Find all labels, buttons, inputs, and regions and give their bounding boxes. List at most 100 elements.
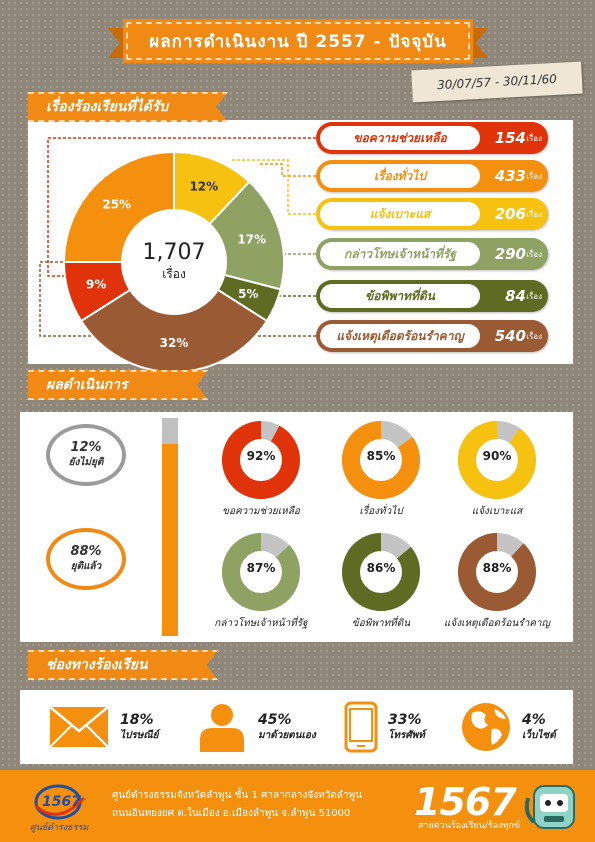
channel-label: มาด้วยตนเอง: [258, 729, 316, 741]
ring-percent: 85%: [366, 449, 396, 463]
channel-website: 4% เว็บไซต์: [460, 700, 556, 754]
footer: [0, 770, 595, 842]
footer-address-line2: ถนนอินทยงยศ ต.ในเมือง อ.เมืองลำพูน จ.ลำพ…: [112, 808, 351, 819]
donut-center: 1,707 เรื่อง: [121, 209, 227, 315]
hotline-tagline: สายด่วนร้องเรียน/ร้องทุกข์: [418, 821, 521, 831]
category-unit: เรื่อง: [526, 134, 542, 143]
footer-address-line1: ศูนย์ดำรงธรรมจังหวัดลำพูน ชั้น 1 ศาลากลา…: [112, 790, 362, 801]
channel-percent: 33%: [388, 711, 422, 728]
category-name: กล่าวโทษเจ้าหน้าที่รัฐ: [320, 242, 480, 266]
channel-percent: 4%: [522, 711, 546, 728]
ring-label: กล่าวโทษเจ้าหน้าที่รัฐ: [214, 618, 308, 629]
ring-fill: [342, 421, 420, 499]
channel-mail: 18% ไปรษณีย์: [48, 700, 158, 754]
person-icon: [200, 704, 244, 752]
connector-help: [47, 137, 316, 277]
category-pill: ข้อพิพาทที่ดิน 84 เรื่อง: [316, 280, 548, 312]
category-name: แจ้งเบาะแส: [320, 202, 480, 226]
category-pill: แจ้งเหตุเดือดร้อนรำคาญ 540 เรื่อง: [316, 320, 548, 352]
channel-walkin: 45% มาด้วยตนเอง: [196, 700, 316, 754]
mail-icon: [49, 706, 109, 748]
category-count: 540: [494, 327, 526, 345]
connector-general: [260, 163, 316, 177]
channel-percent: 45%: [258, 711, 292, 728]
donut-slice: [79, 288, 269, 373]
ring-label: ขอความช่วยเหลือ: [222, 506, 300, 517]
section-results-heading: ผลดำเนินการ: [28, 370, 208, 400]
connector-tipoff: [230, 159, 316, 215]
category-donut-chart: 12% 17% 5% 32% 9% 25%: [62, 150, 285, 373]
result-ring: 88% แจ้งเหตุเดือดร้อนรำคาญ: [442, 532, 552, 631]
title-banner: ผลการดำเนินงาน ปี 2557 - ปัจจุบัน: [108, 14, 488, 68]
result-ring: 85% เรื่องทั่วไป: [326, 420, 436, 519]
total-unit: เรื่อง: [162, 267, 186, 281]
logo-number: 1567: [42, 794, 81, 810]
category-pill: ขอความช่วยเหลือ 154 เรื่อง: [316, 122, 548, 154]
category-unit: เรื่อง: [526, 250, 542, 259]
page-title: ผลการดำเนินงาน ปี 2557 - ปัจจุบัน: [123, 19, 473, 63]
done-bubble: 88% ยุติแล้ว: [46, 528, 126, 590]
ring-label: เรื่องทั่วไป: [359, 506, 403, 517]
logo-caption: ศูนย์ดำรงธรรม: [30, 822, 89, 833]
ring-percent: 90%: [482, 449, 512, 463]
section-channels-heading: ช่องทางร้องเรียน: [28, 650, 218, 680]
channel-label: ไปรษณีย์: [120, 729, 159, 741]
donut-slice-label: 32%: [160, 336, 189, 350]
ring-percent: 86%: [366, 561, 396, 575]
category-name: ขอความช่วยเหลือ: [320, 126, 480, 150]
ring-fill: [222, 421, 300, 499]
result-ring: 86% ข้อพิพาทที่ดิน: [326, 532, 436, 631]
ring-fill: [222, 533, 300, 611]
result-ring-chart: [342, 533, 420, 611]
ring-percent: 88%: [482, 561, 512, 575]
result-ring: 87% กล่าวโทษเจ้าหน้าที่รัฐ: [206, 532, 316, 631]
result-ring-chart: [222, 533, 300, 611]
category-count: 206: [494, 205, 526, 223]
result-ring: 90% แจ้งเบาะแส: [442, 420, 552, 519]
category-pill: กล่าวโทษเจ้าหน้าที่รัฐ 290 เรื่อง: [316, 238, 548, 270]
globe-icon: [462, 703, 510, 751]
ring-fill: [458, 421, 536, 499]
phone-mascot-icon: [524, 785, 575, 829]
category-pill: แจ้งเบาะแส 206 เรื่อง: [316, 198, 548, 230]
channel-label: เว็บไซต์: [522, 729, 556, 741]
result-ring-chart: [458, 421, 536, 499]
category-unit: เรื่อง: [526, 172, 542, 181]
pending-percent: 12%: [70, 440, 102, 455]
donut-slice-label: 17%: [237, 232, 266, 246]
category-count: 154: [494, 129, 526, 147]
result-ring-chart: [222, 421, 300, 499]
phone-icon: [344, 701, 378, 753]
done-label: ยุติแล้ว: [70, 561, 102, 572]
pending-label: ยังไม่ยุติ: [68, 457, 104, 468]
pending-bubble: 12% ยังไม่ยุติ: [46, 424, 126, 486]
donut-slice-label: 25%: [102, 198, 131, 212]
ring-label: แจ้งเบาะแส: [471, 506, 523, 517]
category-unit: เรื่อง: [526, 332, 542, 341]
donut-slice: [62, 150, 175, 263]
total-count: 1,707: [142, 240, 206, 265]
resolved-progress-bar: [162, 418, 178, 636]
ring-label: แจ้งเหตุเดือดร้อนรำคาญ: [443, 618, 551, 629]
category-count: 290: [494, 245, 526, 263]
donut-slice-label: 5%: [238, 287, 258, 301]
ring-label: ข้อพิพาทที่ดิน: [351, 618, 411, 629]
category-pill: เรื่องทั่วไป 433 เรื่อง: [316, 160, 548, 192]
done-percent: 88%: [70, 544, 102, 559]
ring-fill: [458, 533, 536, 611]
donut-slice-label: 9%: [86, 278, 106, 292]
category-name: เรื่องทั่วไป: [320, 164, 480, 188]
category-name: แจ้งเหตุเดือดร้อนรำคาญ: [320, 324, 480, 348]
channel-phone: 33% โทรศัพท์: [344, 700, 425, 754]
resolved-progress-fill: [162, 444, 178, 636]
channel-label: โทรศัพท์: [388, 729, 425, 741]
result-ring-chart: [342, 421, 420, 499]
channel-percent: 18%: [120, 711, 154, 728]
category-unit: เรื่อง: [526, 292, 542, 301]
section-received-heading: เรื่องร้องเรียนที่ได้รับ: [28, 92, 228, 122]
ring-fill: [342, 533, 420, 611]
ring-percent: 87%: [246, 561, 276, 575]
result-ring-chart: [458, 533, 536, 611]
category-unit: เรื่อง: [526, 210, 542, 219]
result-ring: 92% ขอความช่วยเหลือ: [206, 420, 316, 519]
